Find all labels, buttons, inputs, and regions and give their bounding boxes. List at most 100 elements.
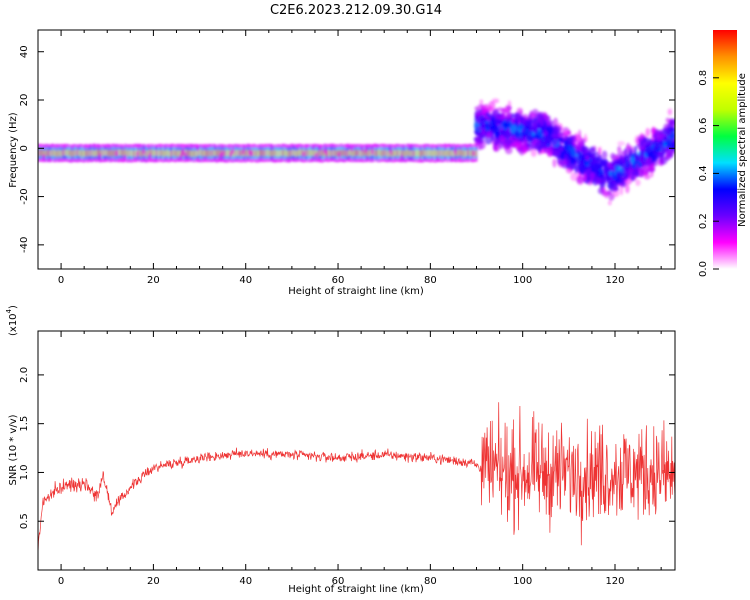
heatmap-cell xyxy=(197,149,199,157)
heatmap-cell xyxy=(64,149,66,156)
heatmap-cell xyxy=(588,146,596,157)
heatmap-cell xyxy=(309,149,311,157)
snr-panel: 0 20 40 60 80 100 120 0.5 1.0 1.5 2.0 Height of s… xyxy=(5,305,676,595)
heatmap-cell xyxy=(409,150,411,157)
heatmap-cell xyxy=(563,153,567,159)
heatmap-cell xyxy=(120,149,122,156)
heatmap-cell xyxy=(126,150,128,157)
heatmap-cell xyxy=(432,150,434,157)
snr-series-line xyxy=(38,402,675,555)
heatmap-cell xyxy=(609,186,617,193)
heatmap-cell xyxy=(607,164,613,169)
heatmap-cell xyxy=(276,150,278,157)
heatmap-cell xyxy=(224,150,226,157)
x-tick-label: 0 xyxy=(58,275,64,286)
heatmap-cell xyxy=(481,124,486,131)
heatmap-cell xyxy=(257,150,259,157)
heatmap-cell xyxy=(617,145,622,154)
x-tick-label: 120 xyxy=(605,275,624,286)
heatmap-cell xyxy=(561,133,568,141)
heatmap-cell xyxy=(419,150,421,157)
heatmap-cell xyxy=(557,132,562,138)
heatmap-cell xyxy=(314,152,319,159)
heatmap-cell xyxy=(507,105,512,110)
heatmap-cell xyxy=(471,149,473,157)
heatmap-cell xyxy=(401,150,403,157)
heatmap-cell xyxy=(667,108,673,116)
heatmap-cell xyxy=(139,150,141,157)
heatmap-cell xyxy=(625,173,629,180)
heatmap-cell xyxy=(602,190,606,197)
heatmap-cell xyxy=(430,149,432,157)
heatmap-cell xyxy=(135,150,140,157)
heatmap-cell xyxy=(389,148,394,155)
heatmap-cell xyxy=(234,150,236,157)
heatmap-cell xyxy=(66,149,68,157)
heatmap-cell xyxy=(485,132,493,138)
heatmap-cell xyxy=(438,150,440,157)
heatmap-cell xyxy=(594,176,602,185)
spectrogram-y-label: Frequency (Hz) xyxy=(8,112,19,188)
heatmap-cell xyxy=(93,150,95,157)
heatmap-cell xyxy=(628,167,634,174)
x-tick-label: 80 xyxy=(424,576,437,587)
heatmap-cell xyxy=(112,150,114,157)
heatmap-cell xyxy=(307,149,309,157)
heatmap-cell xyxy=(247,150,249,157)
heatmap-cell xyxy=(506,110,511,119)
heatmap-cell xyxy=(282,149,284,157)
heatmap-cell xyxy=(58,149,60,157)
heatmap-cell xyxy=(592,162,600,172)
heatmap-cell xyxy=(619,185,624,196)
heatmap-cell xyxy=(110,149,112,157)
colorbar-tick-label: 0.2 xyxy=(698,213,709,229)
heatmap-cell xyxy=(472,150,477,157)
heatmap-cell xyxy=(189,150,191,157)
heatmap-cell xyxy=(311,149,313,157)
heatmap-cell xyxy=(481,104,488,114)
y-tick-label: 1.5 xyxy=(19,416,30,432)
heatmap-cell xyxy=(349,149,351,156)
heatmap-cell xyxy=(617,141,626,146)
x-tick-label: 60 xyxy=(332,275,345,286)
heatmap-cell xyxy=(488,101,496,111)
heatmap-cell xyxy=(577,136,584,147)
colorbar-tick-label: 0.8 xyxy=(698,70,709,86)
heatmap-cell xyxy=(176,150,178,157)
snr-exponent-base: (x10 xyxy=(8,313,19,336)
heatmap-cell xyxy=(353,149,355,157)
heatmap-cell xyxy=(516,107,523,115)
heatmap-cell xyxy=(403,150,405,157)
heatmap-cell xyxy=(608,193,615,201)
x-tick-label: 60 xyxy=(332,576,345,587)
y-tick-label: 1.0 xyxy=(19,464,30,480)
heatmap-cell xyxy=(265,149,268,156)
heatmap-cell xyxy=(457,149,459,157)
heatmap-cell xyxy=(583,173,587,181)
y-tick-label: 40 xyxy=(19,45,30,58)
heatmap-cell xyxy=(280,149,282,156)
heatmap-cell xyxy=(79,150,81,157)
heatmap-cell xyxy=(665,151,673,158)
heatmap-cell xyxy=(54,150,56,157)
heatmap-cell xyxy=(417,150,419,157)
heatmap-cell xyxy=(357,149,359,156)
heatmap-cell xyxy=(193,150,195,157)
heatmap-cell xyxy=(566,159,571,170)
heatmap-cell xyxy=(621,159,626,164)
heatmap-cell xyxy=(133,150,135,157)
heatmap-cell xyxy=(332,149,334,157)
heatmap-cell xyxy=(615,177,624,184)
heatmap-cell xyxy=(550,133,557,138)
heatmap-cell xyxy=(278,150,280,157)
heatmap-cell xyxy=(611,171,615,178)
spectrogram-x-label: Height of straight line (km) xyxy=(288,286,424,297)
snr-y-label: SNR (10 * v/v) xyxy=(8,414,19,485)
heatmap-cell xyxy=(609,179,617,185)
colorbar-tick-label: 0.0 xyxy=(698,261,709,277)
heatmap-cell xyxy=(635,179,641,187)
heatmap-cell xyxy=(317,150,320,157)
heatmap-cell xyxy=(106,149,108,156)
heatmap-cell xyxy=(450,150,452,157)
